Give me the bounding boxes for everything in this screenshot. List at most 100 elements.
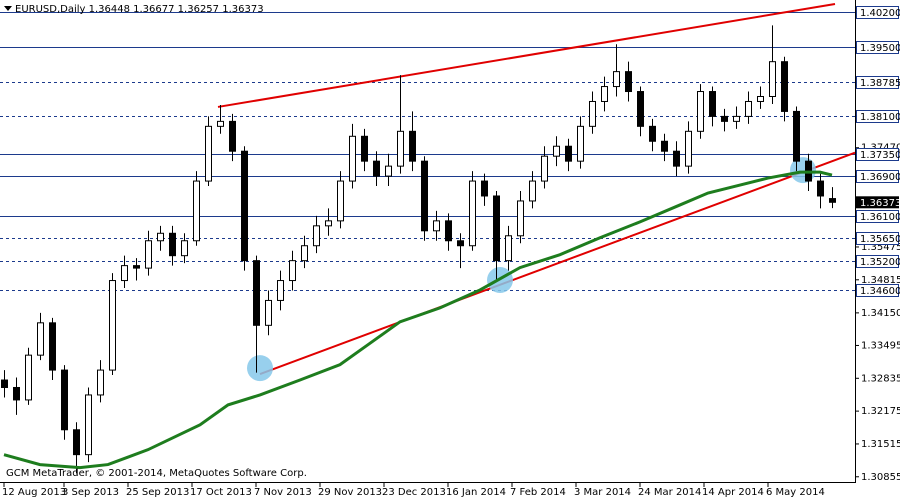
candle-body: [481, 180, 488, 197]
candle-body: [589, 100, 596, 127]
candle-body: [685, 130, 692, 167]
candle-body: [613, 71, 620, 88]
candle-body: [361, 135, 368, 162]
candle-body: [25, 354, 32, 401]
candle-body: [649, 125, 656, 142]
candle-body: [337, 180, 344, 222]
candle-body: [697, 91, 704, 132]
chart-title: EURUSD,Daily 1.36448 1.36677 1.36257 1.3…: [15, 4, 264, 15]
highlight-circle: [247, 355, 273, 382]
level-label: 1.36100: [860, 212, 900, 223]
candle-body: [757, 95, 764, 102]
x-tick-label: 7 Nov 2013: [254, 487, 312, 498]
candle-body: [409, 130, 416, 162]
candle-body: [133, 265, 140, 269]
candle-body: [265, 299, 272, 326]
candle-body: [277, 280, 284, 301]
y-tick-label: 1.34815: [861, 275, 900, 286]
x-tick-label: 29 Nov 2013: [318, 487, 382, 498]
candle-body: [37, 322, 44, 356]
candle-body: [385, 165, 392, 177]
candle-body: [625, 71, 632, 93]
x-tick-label: 16 Jan 2014: [446, 487, 506, 498]
x-tick-label: 3 Sep 2013: [62, 487, 119, 498]
candle-body: [445, 220, 452, 242]
candle-body: [85, 394, 92, 456]
x-tick-label: 6 May 2014: [766, 487, 825, 498]
candle-body: [241, 150, 248, 262]
candle-body: [193, 180, 200, 242]
x-tick-label: 24 Mar 2014: [638, 487, 701, 498]
last-price-box: [856, 196, 899, 209]
last-price-label: 1.36373: [860, 198, 900, 209]
candle-body: [817, 180, 824, 197]
level-label-box: [856, 170, 899, 183]
level-label-box: [856, 148, 899, 161]
candle-body: [301, 245, 308, 262]
footer: GCM MetaTrader, © 2001-2014, MetaQuotes …: [6, 468, 307, 479]
candle-body: [373, 160, 380, 177]
candle-body: [577, 125, 584, 162]
y-tick-label: 1.31515: [861, 439, 900, 450]
title-marker: [4, 6, 12, 11]
candle-body: [529, 180, 536, 202]
candle-body: [505, 235, 512, 262]
level-label: 1.38785: [860, 78, 900, 89]
level-label-box: [856, 41, 899, 54]
level-label-box: [856, 210, 899, 223]
trendline: [217, 2, 836, 108]
candle-body: [205, 125, 212, 182]
candle-body: [145, 240, 152, 269]
x-tick-label: 17 Oct 2013: [190, 487, 252, 498]
y-tick-label: 1.32835: [861, 373, 900, 384]
candle-body: [313, 225, 320, 247]
candle-body: [781, 61, 788, 112]
level-label: 1.35650: [860, 234, 900, 245]
level-label: 1.35200: [860, 257, 900, 268]
plot-area: [0, 2, 856, 474]
candle-body: [1, 379, 8, 388]
level-label: 1.38100: [860, 112, 900, 123]
x-tick-label: 14 Apr 2014: [702, 487, 764, 498]
candle-body: [109, 280, 116, 371]
candle-body: [553, 145, 560, 157]
candle-body: [829, 198, 836, 203]
level-label: 1.37350: [860, 150, 900, 161]
candle-body: [661, 140, 668, 152]
candle-body: [637, 91, 644, 127]
candle-body: [61, 369, 68, 431]
candle-body: [349, 135, 356, 182]
candle-body: [433, 220, 440, 232]
candle-body: [181, 240, 188, 257]
candle-body: [733, 115, 740, 122]
candle-body: [289, 260, 296, 282]
candle-body: [325, 220, 332, 227]
candle-body: [517, 200, 524, 237]
candle-body: [493, 195, 500, 262]
level-label: 1.39500: [860, 43, 900, 54]
candle-body: [121, 265, 128, 282]
candle-body: [565, 145, 572, 162]
candle-body: [541, 155, 548, 182]
level-label-box: [856, 284, 899, 297]
candle-body: [217, 120, 224, 127]
candle-body: [793, 110, 800, 162]
x-tick-label: 25 Sep 2013: [126, 487, 189, 498]
level-label: 1.34600: [860, 286, 900, 297]
candle-body: [73, 429, 80, 456]
candle-body: [229, 120, 236, 152]
x-tick-label: 23 Dec 2013: [382, 487, 446, 498]
y-tick-label: 1.30855: [861, 472, 900, 483]
x-tick-label: 7 Feb 2014: [510, 487, 566, 498]
level-label-box: [856, 6, 899, 19]
candle-body: [469, 180, 476, 247]
candle-body: [673, 150, 680, 167]
candle-body: [601, 86, 608, 102]
candle-body: [745, 100, 752, 117]
candle-body: [457, 240, 464, 247]
level-label: 1.40200: [860, 8, 900, 19]
level-label-box: [856, 76, 899, 89]
candle-body: [169, 232, 176, 257]
